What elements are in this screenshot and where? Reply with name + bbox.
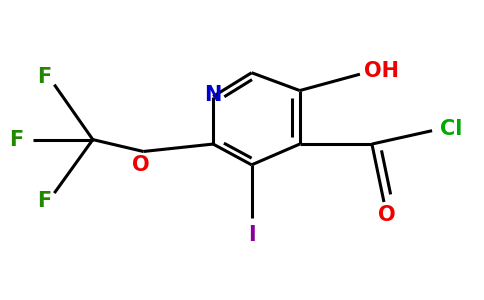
Text: F: F [38,190,52,211]
Text: N: N [204,85,222,105]
Text: OH: OH [364,61,399,81]
Text: I: I [248,225,256,245]
Text: F: F [9,130,23,150]
Text: O: O [132,155,150,175]
Text: O: O [378,206,395,225]
Text: F: F [38,67,52,87]
Text: Cl: Cl [440,119,463,139]
